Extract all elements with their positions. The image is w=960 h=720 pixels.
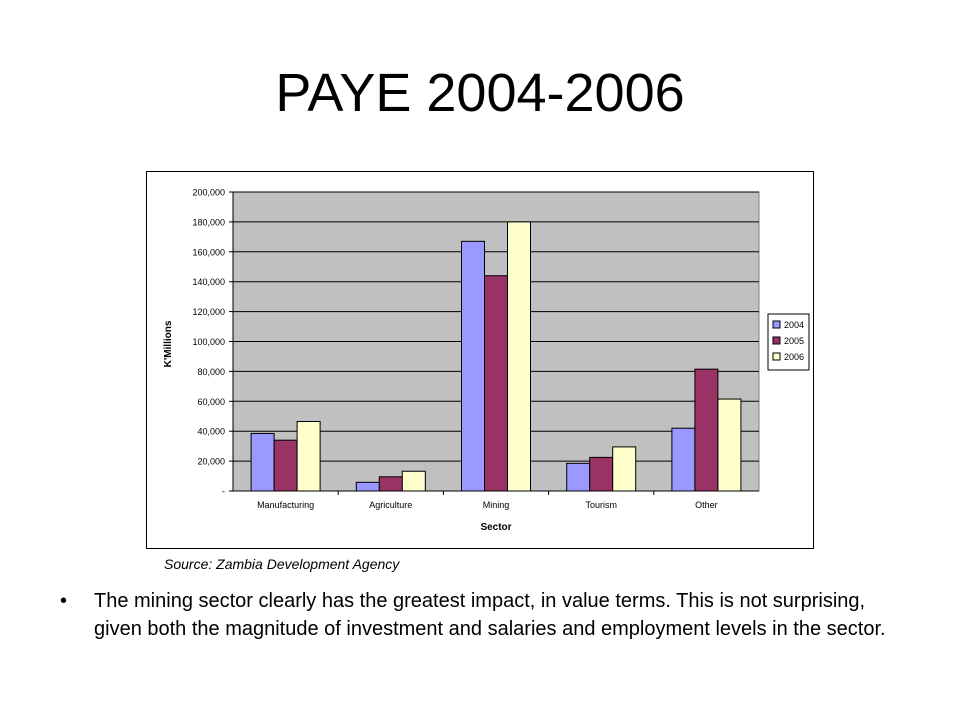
bar-tourism-2006	[612, 446, 637, 492]
bullet-marker: •	[60, 590, 68, 612]
y-tick-label: 180,000	[192, 217, 225, 227]
bar-tourism-2005	[589, 456, 614, 492]
bar-agriculture-2005	[378, 476, 403, 492]
x-tick-label: Agriculture	[369, 500, 412, 510]
bullet-text: The mining sector clearly has the greate…	[94, 590, 886, 640]
bar-manufacturing-2005	[273, 439, 298, 492]
bar-manufacturing-2006	[296, 420, 321, 492]
bar-mining-2005	[484, 275, 508, 492]
paye-bar-chart: - 20,000 40,000 60,000 80,000 100,000 120,000 1…	[163, 188, 810, 533]
legend-swatch-2005	[772, 336, 781, 345]
x-axis-label: Sector	[480, 522, 511, 533]
y-tick-label: 60,000	[197, 397, 225, 407]
y-tick-label: 20,000	[197, 457, 225, 467]
bar-other-2004	[671, 427, 696, 492]
x-tick-label: Other	[695, 500, 718, 510]
bar-agriculture-2004	[355, 481, 380, 492]
y-axis-label: K'Millions	[163, 320, 174, 367]
y-tick-label: 200,000	[192, 188, 225, 198]
axes	[229, 191, 759, 495]
chart-frame: - 20,000 40,000 60,000 80,000 100,000 120,000 1…	[146, 171, 814, 549]
legend: 2004 2005 2006	[767, 313, 810, 371]
y-tick-label: 100,000	[192, 337, 225, 347]
source-note: Source: Zambia Development Agency	[164, 556, 400, 572]
gridlines	[233, 191, 759, 462]
bar-manufacturing-2004	[250, 432, 275, 492]
bar-mining-2004	[461, 240, 485, 492]
legend-swatch-2004	[772, 320, 781, 329]
y-tick-label: -	[222, 487, 225, 497]
y-tick-labels: - 20,000 40,000 60,000 80,000 100,000 120,000 1…	[192, 188, 225, 497]
x-tick-labels: Manufacturing Agriculture Mining Tourism Oth…	[257, 500, 718, 510]
legend-swatch-2006	[772, 352, 781, 361]
bar-tourism-2004	[566, 462, 591, 492]
bars	[250, 221, 742, 492]
y-tick-label: 160,000	[192, 247, 225, 257]
y-tick-label: 40,000	[197, 427, 225, 437]
y-tick-label: 80,000	[197, 367, 225, 377]
bar-other-2006	[717, 398, 742, 492]
legend-label-2005: 2005	[784, 336, 804, 346]
x-tick-label: Mining	[483, 500, 510, 510]
y-tick-label: 120,000	[192, 307, 225, 317]
legend-entries: 2004 2005 2006	[772, 320, 804, 362]
slide-title: PAYE 2004-2006	[275, 63, 685, 123]
bar-agriculture-2006	[401, 470, 426, 492]
x-tick-label: Tourism	[585, 500, 617, 510]
x-tick-label: Manufacturing	[257, 500, 314, 510]
legend-label-2006: 2006	[784, 352, 804, 362]
bar-mining-2006	[507, 221, 531, 492]
legend-label-2004: 2004	[784, 320, 804, 330]
bar-other-2005	[694, 368, 719, 492]
y-tick-label: 140,000	[192, 277, 225, 287]
